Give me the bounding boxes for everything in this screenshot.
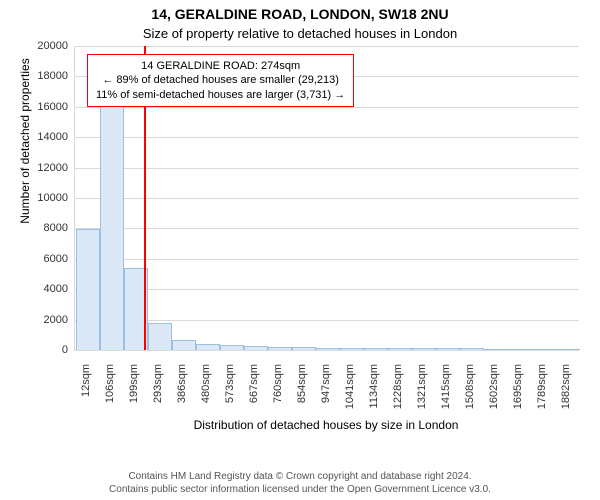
plot-area: 14 GERALDINE ROAD: 274sqm ← 89% of detac…: [74, 46, 579, 351]
histogram-bar: [244, 346, 268, 350]
x-tick-label: 386sqm: [176, 364, 188, 424]
y-tick-label: 8000: [26, 222, 68, 234]
histogram-bar: [268, 347, 292, 350]
x-tick-label: 760sqm: [272, 364, 284, 424]
x-tick-label: 667sqm: [248, 364, 260, 424]
histogram-bar: [148, 323, 172, 350]
x-tick-label: 1602sqm: [488, 364, 500, 424]
y-tick-label: 14000: [26, 131, 68, 143]
footer: Contains HM Land Registry data © Crown c…: [0, 471, 600, 496]
y-tick-label: 10000: [26, 192, 68, 204]
x-axis-title: Distribution of detached houses by size …: [74, 418, 578, 432]
x-tick-label: 854sqm: [296, 364, 308, 424]
histogram-bar: [364, 348, 388, 350]
y-tick-label: 2000: [26, 314, 68, 326]
annotation-line-1: 14 GERALDINE ROAD: 274sqm: [96, 59, 345, 73]
x-tick-label: 573sqm: [224, 364, 236, 424]
x-tick-label: 293sqm: [152, 364, 164, 424]
histogram-bar: [76, 229, 100, 350]
annotation-line-3: 11% of semi-detached houses are larger (…: [96, 88, 345, 102]
y-tick-label: 0: [26, 344, 68, 356]
y-axis-title: Number of detached properties: [18, 0, 32, 293]
histogram-bar: [292, 347, 316, 350]
y-tick-label: 16000: [26, 101, 68, 113]
x-tick-label: 1695sqm: [512, 364, 524, 424]
x-tick-label: 1134sqm: [368, 364, 380, 424]
y-tick-label: 18000: [26, 70, 68, 82]
y-tick-label: 20000: [26, 40, 68, 52]
y-tick-label: 4000: [26, 283, 68, 295]
chart-subtitle: Size of property relative to detached ho…: [0, 26, 600, 41]
histogram-bar: [436, 348, 460, 350]
x-tick-label: 106sqm: [104, 364, 116, 424]
x-tick-label: 1508sqm: [464, 364, 476, 424]
histogram-bar: [388, 348, 412, 350]
x-tick-label: 947sqm: [320, 364, 332, 424]
annotation-line-2: ← 89% of detached houses are smaller (29…: [96, 73, 345, 87]
x-tick-label: 480sqm: [200, 364, 212, 424]
histogram-bar: [316, 348, 340, 350]
x-tick-label: 1041sqm: [344, 364, 356, 424]
chart-title: 14, GERALDINE ROAD, LONDON, SW18 2NU: [0, 6, 600, 22]
annotation-box: 14 GERALDINE ROAD: 274sqm ← 89% of detac…: [87, 54, 354, 107]
x-tick-label: 1789sqm: [536, 364, 548, 424]
y-tick-label: 12000: [26, 162, 68, 174]
histogram-bar: [340, 348, 364, 350]
histogram-bar: [412, 348, 436, 350]
histogram-bar: [484, 349, 508, 350]
histogram-bar: [220, 345, 244, 350]
x-tick-label: 1882sqm: [560, 364, 572, 424]
footer-line-2: Contains public sector information licen…: [0, 484, 600, 497]
chart-container: 14, GERALDINE ROAD, LONDON, SW18 2NU Siz…: [0, 0, 600, 500]
histogram-bar: [508, 349, 532, 350]
x-tick-label: 12sqm: [80, 364, 92, 424]
x-tick-label: 1321sqm: [416, 364, 428, 424]
histogram-bar: [100, 95, 124, 350]
histogram-bar: [172, 340, 196, 350]
histogram-bar: [556, 349, 580, 350]
x-tick-label: 1415sqm: [440, 364, 452, 424]
histogram-bar: [196, 344, 220, 350]
y-tick-label: 6000: [26, 253, 68, 265]
footer-line-1: Contains HM Land Registry data © Crown c…: [0, 471, 600, 484]
histogram-bar: [460, 348, 484, 350]
x-tick-label: 1228sqm: [392, 364, 404, 424]
x-tick-label: 199sqm: [128, 364, 140, 424]
histogram-bar: [532, 349, 556, 350]
